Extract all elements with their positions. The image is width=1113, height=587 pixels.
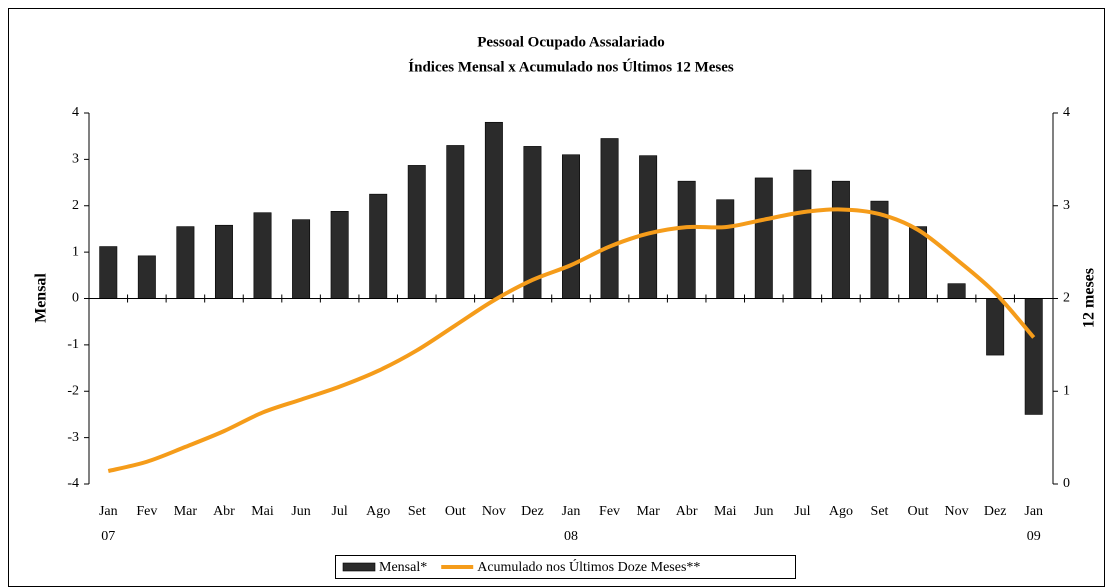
y-axis-title: Mensal: [33, 273, 50, 323]
x-tick-label: Dez: [521, 504, 544, 519]
x-tick-label: Abr: [213, 504, 235, 519]
bar: [214, 224, 233, 299]
y-tick-label: -3: [67, 430, 79, 445]
bar: [600, 138, 619, 299]
legend-label: Mensal*: [379, 560, 427, 575]
y-tick-label: -1: [67, 337, 79, 352]
x-tick-label: Out: [908, 504, 929, 519]
bar: [947, 283, 966, 299]
x-tick-label: Jan 09: [1024, 504, 1043, 544]
bar: [292, 219, 311, 299]
y2-tick-label: 4: [1063, 105, 1070, 120]
chart-title: Pessoal Ocupado Assalariado: [477, 34, 665, 50]
x-tick-label: Jun: [291, 504, 310, 519]
bar: [407, 165, 426, 299]
x-tick-label: Dez: [984, 504, 1007, 519]
legend-box: [335, 555, 796, 579]
bar: [446, 145, 465, 299]
y-tick-label: 3: [72, 152, 79, 167]
bar: [484, 121, 503, 299]
x-tick-label: Jun: [754, 504, 773, 519]
bar: [369, 193, 388, 299]
x-tick-label: Jan 08: [562, 504, 581, 544]
y2-tick-label: 0: [1063, 476, 1070, 491]
bar: [716, 199, 735, 299]
bar: [176, 226, 195, 299]
bar: [831, 180, 850, 299]
bar: [562, 154, 580, 299]
chart-border: [8, 8, 1105, 587]
x-tick-label: Jul: [331, 504, 347, 519]
bar: [677, 180, 696, 299]
x-tick-label: Jul: [794, 504, 810, 519]
x-tick-label: Mai: [714, 504, 737, 519]
bar: [1024, 298, 1043, 415]
x-tick-label: Ago: [829, 504, 853, 519]
y2-axis-title: 12 meses: [1081, 268, 1098, 328]
bar: [793, 169, 812, 299]
x-tick-label: Set: [871, 504, 889, 519]
x-tick-label: Abr: [676, 504, 698, 519]
chart-subtitle: Índices Mensal x Acumulado nos Últimos 1…: [408, 58, 734, 75]
bar: [253, 212, 272, 299]
y2-tick-label: 3: [1063, 198, 1070, 213]
x-tick-label: Jan 07: [99, 504, 118, 544]
x-tick-label: Set: [408, 504, 426, 519]
bar: [754, 177, 773, 299]
y-tick-label: 1: [72, 244, 79, 259]
legend-label: Acumulado nos Últimos Doze Meses**: [477, 558, 700, 575]
bar: [99, 246, 118, 299]
bar: [330, 211, 349, 299]
x-tick-label: Mar: [636, 504, 660, 519]
x-tick-label: Out: [445, 504, 466, 519]
bar: [639, 155, 658, 299]
x-tick-label: Mai: [251, 504, 274, 519]
bar: [137, 255, 156, 299]
x-tick-label: Ago: [366, 504, 390, 519]
x-tick-label: Mar: [174, 504, 198, 519]
bar: [986, 298, 1005, 356]
y-tick-label: -2: [67, 383, 79, 398]
y-tick-label: 4: [72, 105, 79, 120]
x-tick-label: Nov: [945, 504, 969, 519]
x-tick-label: Fev: [599, 504, 620, 519]
line-series: [107, 207, 1036, 473]
y-tick-label: -4: [67, 476, 79, 491]
y2-tick-label: 1: [1063, 383, 1070, 398]
bar: [909, 226, 928, 299]
x-tick-label: Fev: [136, 504, 157, 519]
y2-tick-label: 2: [1063, 291, 1070, 306]
legend-swatch: [342, 562, 376, 572]
y-tick-label: 0: [72, 291, 79, 306]
y-tick-label: 2: [72, 198, 79, 213]
x-tick-label: Nov: [482, 504, 506, 519]
legend: Mensal* Acumulado nos Últimos Doze Meses*…: [335, 555, 796, 579]
